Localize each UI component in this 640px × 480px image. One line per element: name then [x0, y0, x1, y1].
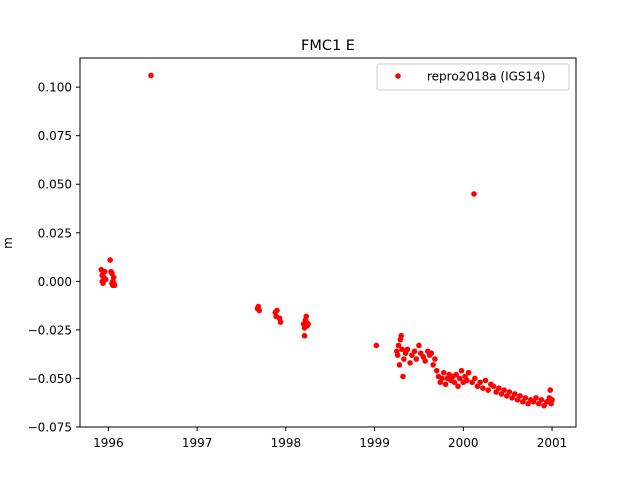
data-point [428, 350, 435, 357]
data-point [411, 348, 418, 355]
y-tick-label: 0.000 [38, 275, 72, 289]
x-tick-label: 2001 [537, 436, 568, 450]
data-point [496, 385, 502, 391]
data-point [373, 342, 380, 349]
data-point [305, 321, 311, 327]
x-tick-label: 1999 [359, 436, 390, 450]
data-point [432, 356, 438, 362]
data-point [102, 276, 109, 283]
data-point [413, 356, 420, 362]
data-point [102, 268, 108, 275]
data-point [422, 358, 428, 364]
x-tick-label: 1996 [93, 436, 124, 450]
legend-box [376, 63, 570, 91]
data-point [451, 379, 458, 386]
data-point [439, 375, 445, 382]
y-tick-label: −0.025 [28, 323, 72, 337]
data-point [274, 307, 280, 314]
data-point [464, 377, 470, 384]
y-tick-label: 0.050 [38, 178, 72, 192]
data-point [501, 387, 507, 393]
data-point [301, 332, 308, 339]
data-point [440, 369, 447, 376]
x-tick-label: 2000 [448, 436, 479, 450]
data-point [407, 360, 413, 366]
data-point [430, 362, 436, 368]
data-point [107, 257, 113, 263]
y-tick-label: 0.075 [38, 129, 72, 143]
data-point [399, 346, 405, 353]
data-point [416, 342, 422, 349]
y-tick-label: −0.050 [28, 372, 72, 386]
data-point [111, 282, 118, 289]
data-point [395, 342, 402, 349]
data-point [456, 375, 463, 382]
data-point [458, 367, 465, 374]
data-point [547, 387, 554, 393]
axis-ticks-layer: 1996 1997 1998 1999 2000 2001 −0.075 −0.050 −0.0… [28, 81, 568, 450]
data-point [533, 395, 539, 401]
data-point [401, 356, 407, 362]
data-point [442, 381, 449, 388]
data-point [433, 367, 440, 374]
x-tick-label: 1998 [271, 436, 302, 450]
y-tick-label: 0.025 [38, 226, 72, 240]
data-point [472, 375, 478, 382]
legend: repro2018a (IGS14) [376, 63, 570, 91]
data-point [453, 371, 460, 378]
data-point [148, 72, 154, 79]
data-point [538, 397, 545, 403]
data-point [277, 319, 284, 325]
data-point [482, 377, 489, 384]
data-point [394, 352, 401, 358]
data-point [256, 307, 263, 314]
legend-label-repro2018a: repro2018a (IGS14) [427, 70, 545, 84]
data-point [485, 387, 491, 393]
chart-title: FMC1 E [301, 38, 355, 54]
data-point [517, 393, 523, 399]
data-point [398, 332, 405, 339]
y-tick-label: −0.075 [28, 421, 72, 435]
legend-marker-repro2018a [395, 73, 401, 79]
data-point [490, 383, 497, 390]
data-point [549, 397, 555, 403]
data-point [465, 369, 472, 376]
x-tick-label: 1997 [182, 436, 213, 450]
data-point [477, 379, 483, 386]
data-point [396, 362, 403, 368]
data-point [303, 313, 310, 320]
y-axis-label: m [1, 237, 15, 249]
data-point [400, 373, 406, 380]
data-point [110, 274, 117, 281]
data-points-layer [98, 72, 555, 409]
data-point [404, 346, 411, 353]
data-point [455, 383, 461, 390]
data-point [471, 191, 477, 197]
data-point [522, 395, 529, 401]
plot-area-frame [79, 57, 577, 428]
y-tick-label: 0.100 [38, 81, 72, 95]
data-point [506, 389, 513, 395]
data-point [511, 391, 518, 397]
data-point [480, 385, 486, 391]
